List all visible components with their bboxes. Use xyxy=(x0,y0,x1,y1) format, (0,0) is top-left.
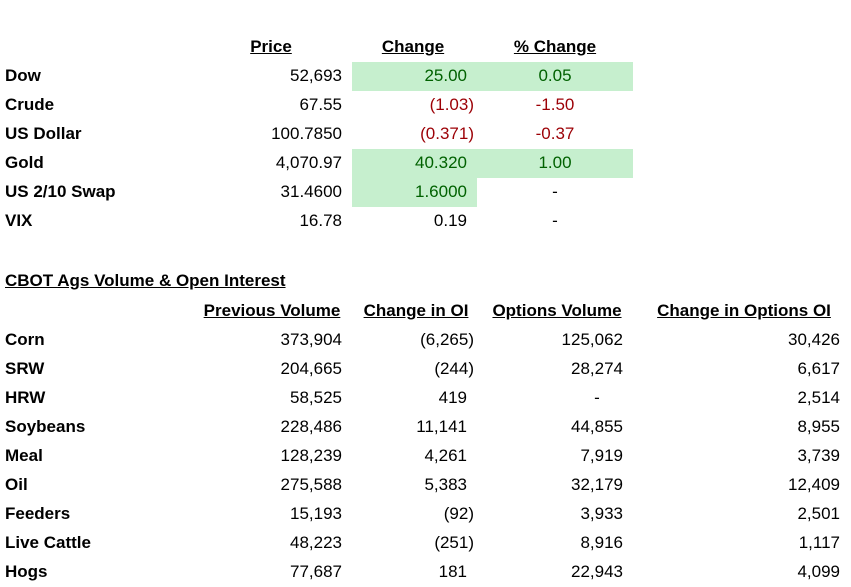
row-label: Hogs xyxy=(5,562,48,581)
change-in-oi: (6,265) xyxy=(420,330,474,349)
change: 25.00 xyxy=(424,66,467,85)
options-volume: 8,916 xyxy=(580,533,623,552)
row-label: US Dollar xyxy=(5,124,82,143)
row-label: Meal xyxy=(5,446,43,465)
row-label: Feeders xyxy=(5,504,71,523)
previous-volume: 48,223 xyxy=(290,533,342,552)
change: (0.371) xyxy=(420,124,474,143)
price: 4,070.97 xyxy=(275,153,342,172)
previous-volume: 228,486 xyxy=(280,417,342,436)
options-volume: 28,274 xyxy=(571,359,623,378)
previous-volume: 128,239 xyxy=(280,446,342,465)
change-in-oi: 4,261 xyxy=(424,446,467,465)
column-header: Change xyxy=(381,37,445,56)
change: 0.19 xyxy=(433,211,467,230)
row-label: US 2/10 Swap xyxy=(5,182,116,201)
row-label: Gold xyxy=(5,153,44,172)
column-header: Price xyxy=(250,37,292,56)
highlight xyxy=(352,148,633,178)
price: 16.78 xyxy=(299,211,342,230)
percent-change: - xyxy=(552,182,558,201)
price: 52,693 xyxy=(290,66,342,85)
change-in-oi: 419 xyxy=(438,388,467,407)
highlight xyxy=(352,61,633,91)
previous-volume: 275,588 xyxy=(280,475,342,494)
column-header: % Change xyxy=(513,37,597,56)
change-in-options-oi: 30,426 xyxy=(788,330,840,349)
change-in-options-oi: 8,955 xyxy=(797,417,840,436)
row-label: Oil xyxy=(5,475,28,494)
price: 67.55 xyxy=(299,95,342,114)
previous-volume: 15,193 xyxy=(290,504,342,523)
options-volume: 7,919 xyxy=(580,446,623,465)
row-label: Live Cattle xyxy=(5,533,91,552)
change: (1.03) xyxy=(429,95,474,114)
column-header: Previous Volume xyxy=(203,301,341,320)
previous-volume: 373,904 xyxy=(280,330,342,349)
percent-change: - xyxy=(552,211,558,230)
options-volume: 32,179 xyxy=(571,475,623,494)
percent-change: 1.00 xyxy=(538,153,572,172)
change-in-oi: (251) xyxy=(434,533,474,552)
row-label: VIX xyxy=(5,211,33,230)
row-label: Soybeans xyxy=(5,417,86,436)
previous-volume: 204,665 xyxy=(280,359,342,378)
options-volume: 22,943 xyxy=(571,562,623,581)
change-in-options-oi: 1,117 xyxy=(798,533,840,552)
change: 40.320 xyxy=(415,153,467,172)
change-in-oi: 5,383 xyxy=(424,475,467,494)
column-header: Change in Options OI xyxy=(657,301,831,320)
percent-change: -0.37 xyxy=(535,124,575,143)
price: 100.7850 xyxy=(271,124,342,143)
column-header: Change in OI xyxy=(363,301,469,320)
row-label: Corn xyxy=(5,330,45,349)
options-volume: 44,855 xyxy=(571,417,623,436)
percent-change: 0.05 xyxy=(538,66,572,85)
change-in-oi: (244) xyxy=(434,359,474,378)
highlight xyxy=(352,177,477,207)
section-title: CBOT Ags Volume & Open Interest xyxy=(5,271,286,290)
change-in-options-oi: 6,617 xyxy=(797,359,840,378)
change-in-options-oi: 12,409 xyxy=(788,475,840,494)
previous-volume: 77,687 xyxy=(290,562,342,581)
change-in-oi: 11,141 xyxy=(416,417,467,436)
percent-change: -1.50 xyxy=(535,95,575,114)
row-label: Crude xyxy=(5,95,55,114)
change-in-options-oi: 2,501 xyxy=(797,504,840,523)
column-header: Options Volume xyxy=(492,301,622,320)
change-in-options-oi: 3,739 xyxy=(797,446,840,465)
row-label: HRW xyxy=(5,388,46,407)
options-volume: 3,933 xyxy=(580,504,623,523)
change-in-oi: 181 xyxy=(438,562,467,581)
change-in-oi: (92) xyxy=(443,504,474,523)
options-volume: - xyxy=(594,388,600,407)
change-in-options-oi: 4,099 xyxy=(797,562,840,581)
change: 1.6000 xyxy=(415,182,467,201)
row-label: Dow xyxy=(5,66,41,85)
options-volume: 125,062 xyxy=(561,330,623,349)
previous-volume: 58,525 xyxy=(290,388,342,407)
price: 31.4600 xyxy=(280,182,342,201)
row-label: SRW xyxy=(5,359,45,378)
change-in-options-oi: 2,514 xyxy=(797,388,840,407)
